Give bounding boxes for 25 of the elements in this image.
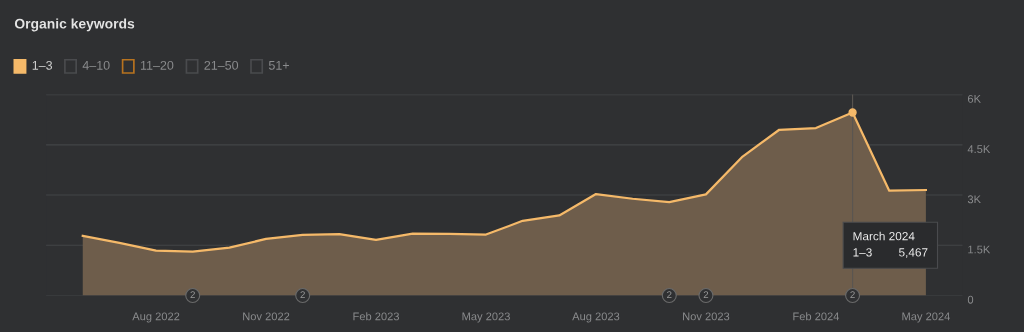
x-tick-label: Feb 2024 — [793, 312, 840, 321]
legend-label: 4–10 — [82, 60, 110, 70]
y-tick-label: 4.5K — [967, 145, 991, 153]
annotation: 2 — [850, 291, 855, 298]
y-tick-label: 6K — [967, 94, 981, 103]
legend-label: 21–50 — [204, 60, 239, 70]
x-tick-label: May 2023 — [462, 312, 510, 323]
y-tick-label: 0 — [967, 295, 974, 304]
annotation: 2 — [190, 291, 195, 298]
annotation: 2 — [667, 291, 672, 298]
annotation: 2 — [703, 291, 709, 298]
y-tick-label: 3K — [967, 195, 981, 204]
x-tick-label: Nov 2022 — [243, 312, 290, 321]
annotation: March 2024 1–3 5,467 — [853, 231, 928, 258]
legend-label: 1–3 — [32, 60, 53, 70]
x-tick-label: Aug 2022 — [132, 312, 180, 323]
legend-label: 11–20 — [140, 60, 174, 70]
x-tick-label: Nov 2023 — [683, 312, 730, 321]
chart-title: Organic keywords — [14, 18, 135, 32]
x-tick-label: Aug 2023 — [572, 312, 620, 323]
annotation: 2 — [300, 291, 305, 298]
y-tick-label: 1.5K — [968, 245, 991, 254]
x-tick-label: May 2024 — [902, 312, 950, 323]
legend-label: 51+ — [268, 61, 289, 70]
x-tick-label: Feb 2023 — [353, 312, 399, 321]
